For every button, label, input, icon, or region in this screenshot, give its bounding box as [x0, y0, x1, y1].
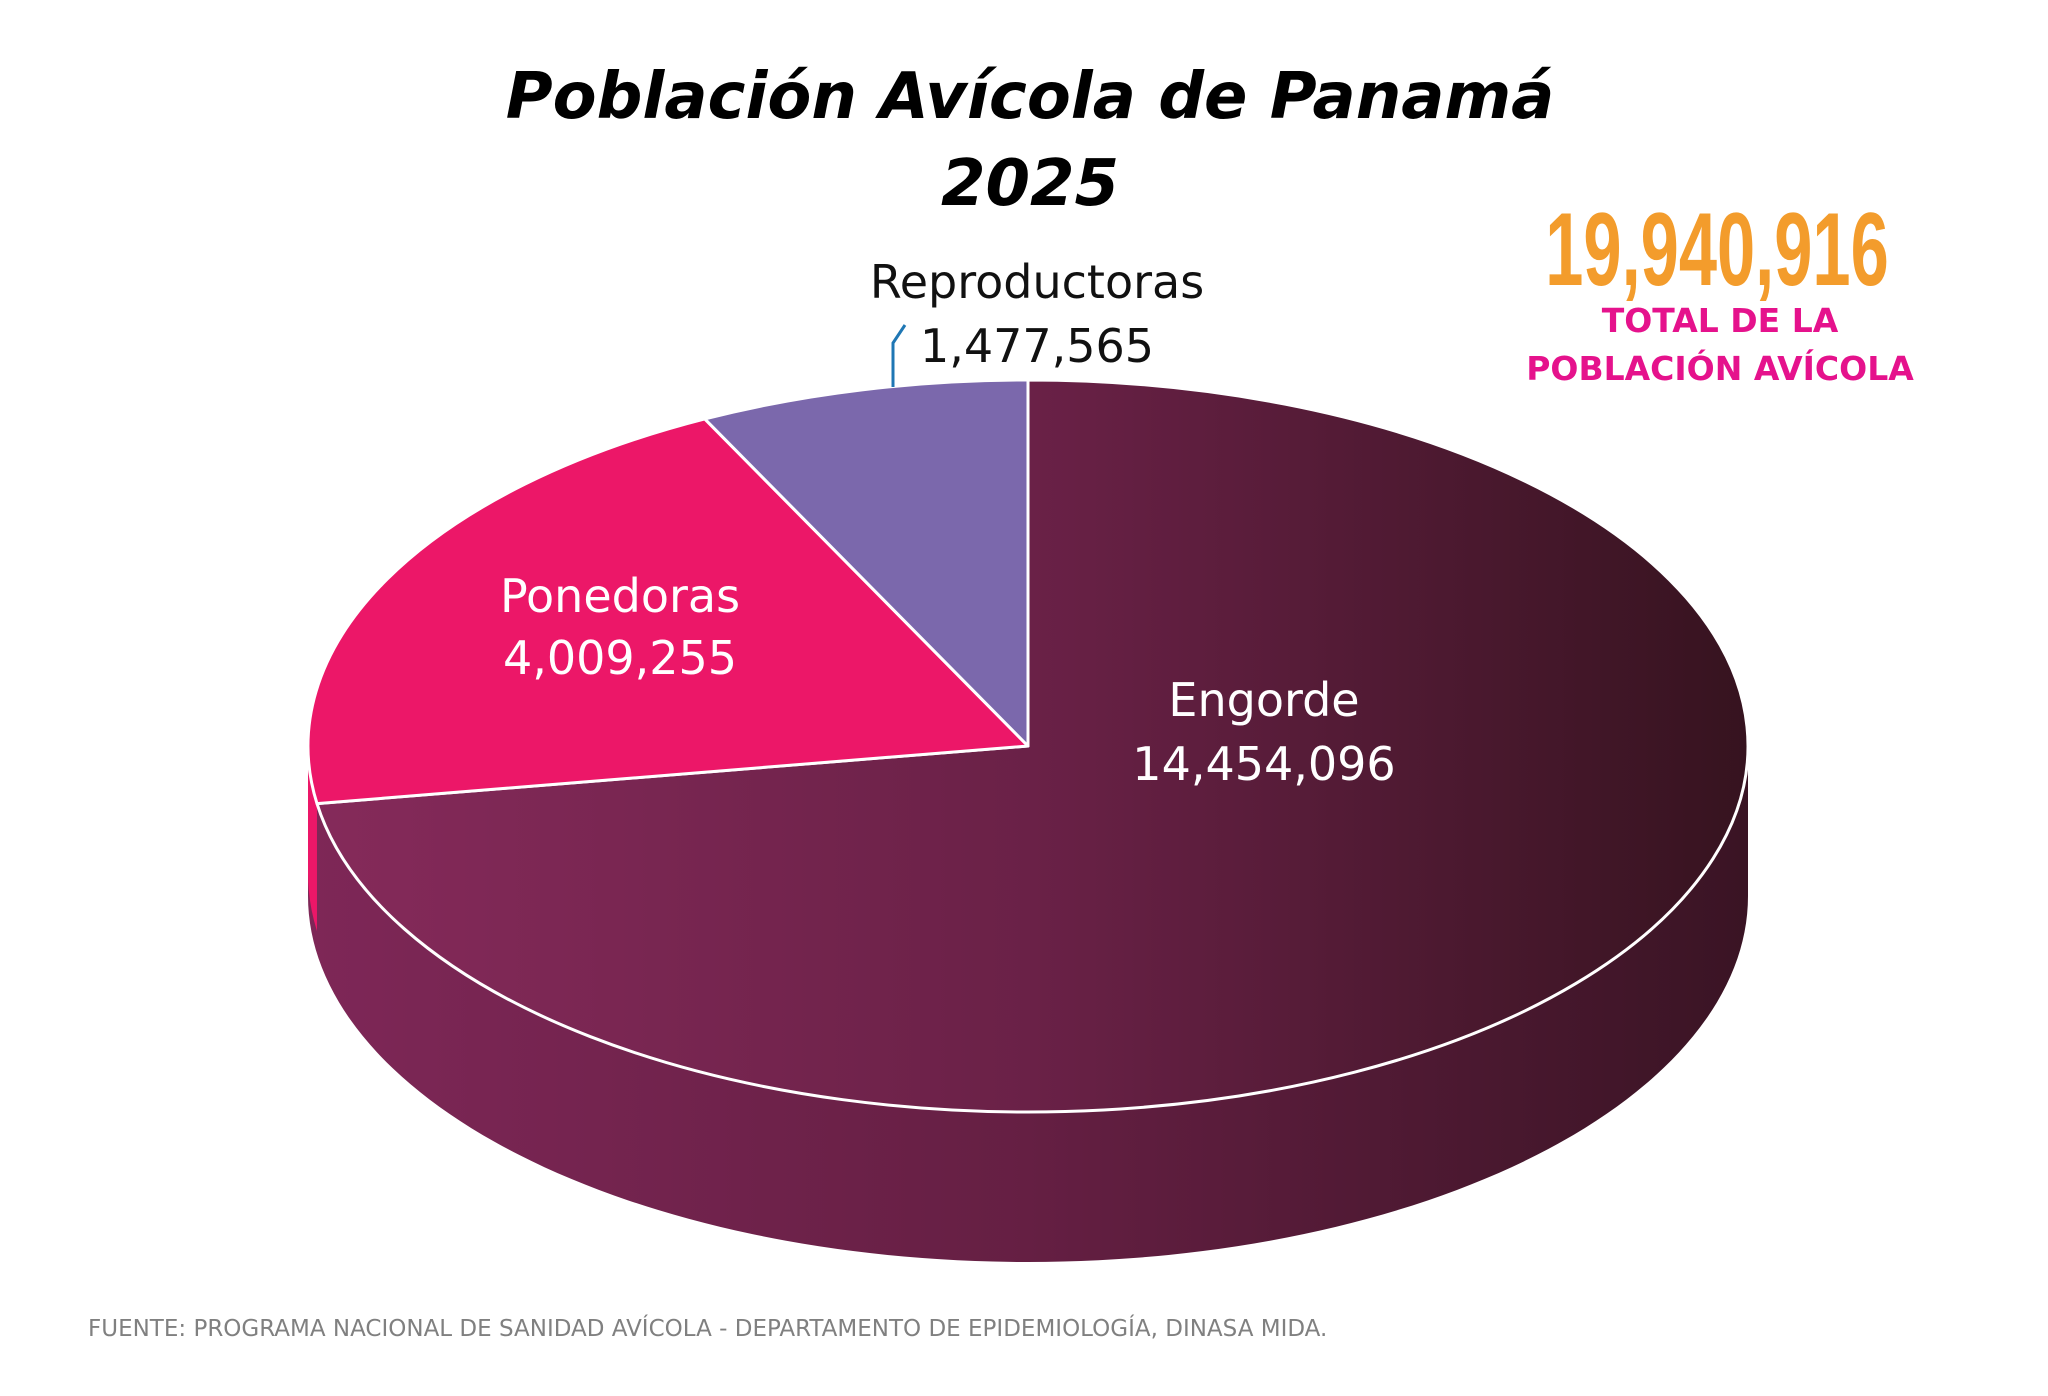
slice-label-ponedoras: Ponedoras [500, 569, 740, 623]
slice-label-engorde: Engorde [1168, 673, 1359, 727]
total-label-line1: TOTAL DE LA [1602, 301, 1839, 340]
total-value: 19,940,916 [1545, 191, 1889, 308]
pie-side-engorde [308, 746, 1748, 1262]
chart-subtitle: 2025 [941, 147, 1119, 221]
slice-value-engorde: 14,454,096 [1132, 737, 1395, 791]
pie-slice-engorde [315, 378, 1750, 1114]
source-note: FUENTE: PROGRAMA NACIONAL DE SANIDAD AVÍ… [88, 1314, 1327, 1342]
total-label-line2: POBLACIÓN AVÍCOLA [1526, 348, 1914, 388]
reproductoras-leader-line [891, 324, 907, 387]
slice-label-reproductoras: Reproductoras [870, 255, 1204, 309]
slice-value-reproductoras: 1,477,565 [920, 319, 1154, 373]
chart-title: Población Avícola de Panamá [506, 60, 1555, 134]
pie-side-ponedoras [308, 746, 317, 932]
pie-slice-ponedoras [306, 417, 1030, 806]
pie-slice-reproductoras [703, 378, 1030, 748]
slice-value-ponedoras: 4,009,255 [503, 631, 737, 685]
pie-body [306, 378, 1750, 1262]
